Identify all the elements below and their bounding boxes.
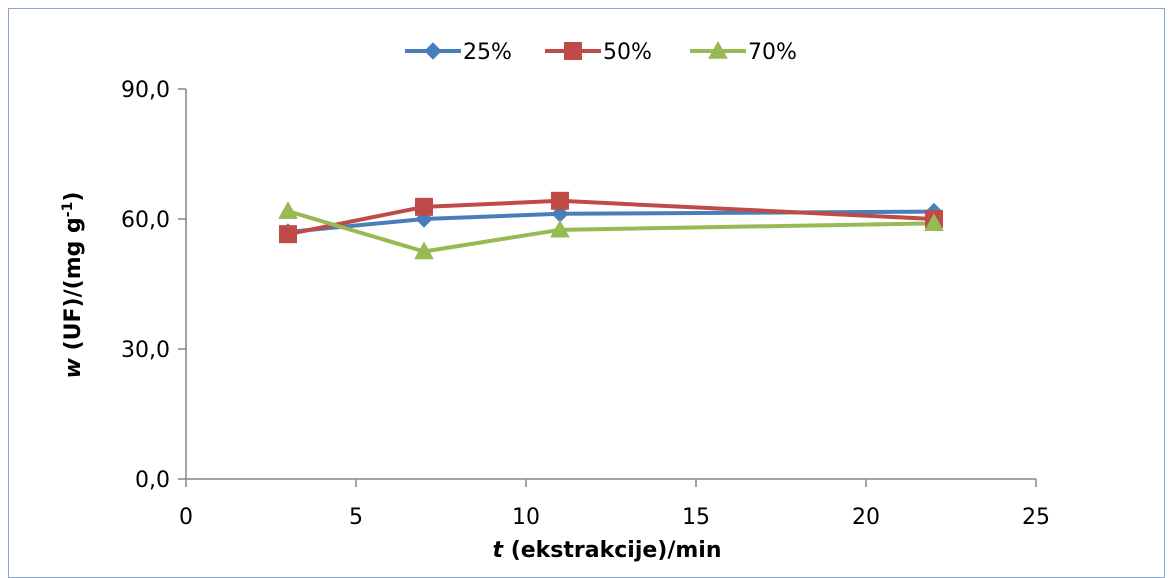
data-point xyxy=(551,191,569,210)
axes: 0 5 10 15 20 25 0,0 30,0 60,0 90,0 xyxy=(121,78,1050,530)
series-line xyxy=(287,209,935,234)
legend-marker xyxy=(708,40,728,59)
chart-frame xyxy=(8,8,1165,578)
y-axis-title-var: w xyxy=(61,357,86,378)
x-axis-title: t (ekstrakcije)/min xyxy=(493,538,722,563)
y-axis-title: w (UF)/(mg g-1) xyxy=(60,192,86,379)
y-tick-label: 0,0 xyxy=(135,468,170,493)
legend-label: 50% xyxy=(603,40,652,65)
data-point xyxy=(414,241,434,260)
line-chart: 0 5 10 15 20 25 0,0 30,0 60,0 90,0 25% 50% 70% t (e… xyxy=(60,40,1050,563)
legend-label: 70% xyxy=(748,40,797,65)
x-tick-label: 20 xyxy=(852,505,880,530)
data-point xyxy=(415,197,433,216)
series-line xyxy=(287,209,935,254)
legend-label: 25% xyxy=(463,40,512,65)
data-point xyxy=(550,219,570,238)
y-axis-title-sup: -1 xyxy=(60,202,76,218)
y-axis-title-end: ) xyxy=(61,192,86,202)
y-tick-label: 60,0 xyxy=(121,208,170,233)
x-tick-label: 0 xyxy=(179,505,193,530)
y-tick-label: 30,0 xyxy=(121,338,170,363)
data-point xyxy=(279,225,297,244)
y-tick-label: 90,0 xyxy=(121,78,170,103)
legend-marker xyxy=(564,42,582,60)
legend-marker xyxy=(424,42,442,60)
series-line xyxy=(287,198,935,237)
legend: 25% 50% 70% xyxy=(405,40,797,65)
x-tick-label: 5 xyxy=(349,505,363,530)
x-axis-title-var: t xyxy=(493,538,505,563)
x-tick-label: 15 xyxy=(682,505,710,530)
x-axis-title-rest: (ekstrakcije)/min xyxy=(503,538,721,563)
series-layer xyxy=(278,191,944,260)
x-tick-label: 25 xyxy=(1022,505,1050,530)
data-point xyxy=(924,213,944,232)
data-point xyxy=(278,201,298,219)
x-tick-label: 10 xyxy=(512,505,540,530)
y-axis-title-mid: (UF)/(mg g xyxy=(61,217,86,358)
